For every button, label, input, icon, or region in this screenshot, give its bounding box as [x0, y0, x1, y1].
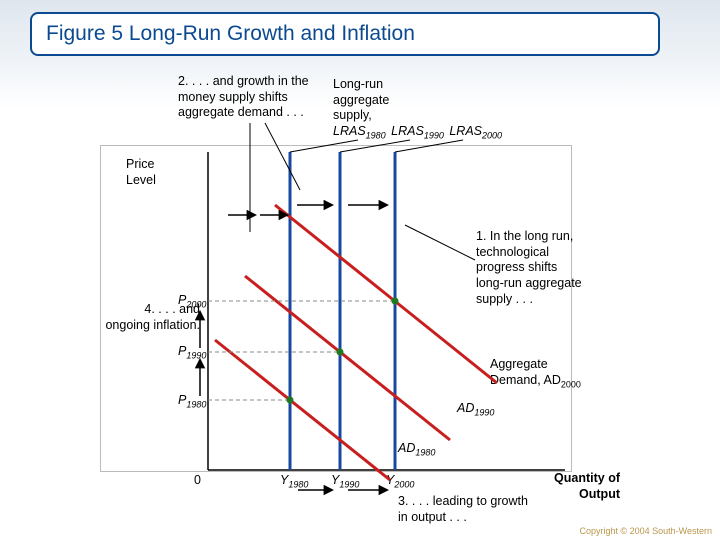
y1990-label: Y1990 [331, 473, 359, 491]
ad1990-label: AD1990 [457, 401, 494, 419]
copyright: Copyright © 2004 South-Western [579, 526, 712, 536]
annotation-1: 1. In the long run,technologicalprogress… [476, 229, 616, 307]
annotation-3: 3. . . . leading to growthin output . . … [398, 494, 568, 525]
y-axis-label: PriceLevel [126, 157, 156, 188]
origin-label: 0 [194, 473, 201, 489]
p1980-label: P1980 [178, 393, 206, 411]
p2000-label: P2000 [178, 293, 206, 311]
figure-title: Figure 5 Long-Run Growth and Inflation [30, 12, 660, 56]
p1990-label: P1990 [178, 344, 206, 362]
lras-label-1: LRAS1980 LRAS1990 LRAS2000 [333, 124, 502, 142]
y2000-label: Y2000 [386, 473, 414, 491]
y1980-label: Y1980 [280, 473, 308, 491]
annotation-2: 2. . . . and growth in themoney supply s… [178, 74, 338, 121]
ad2000-label: AggregateDemand, AD2000 [490, 357, 581, 390]
lras-label-prefix: Long-runaggregatesupply, [333, 77, 428, 124]
ad1980-label: AD1980 [398, 441, 435, 459]
